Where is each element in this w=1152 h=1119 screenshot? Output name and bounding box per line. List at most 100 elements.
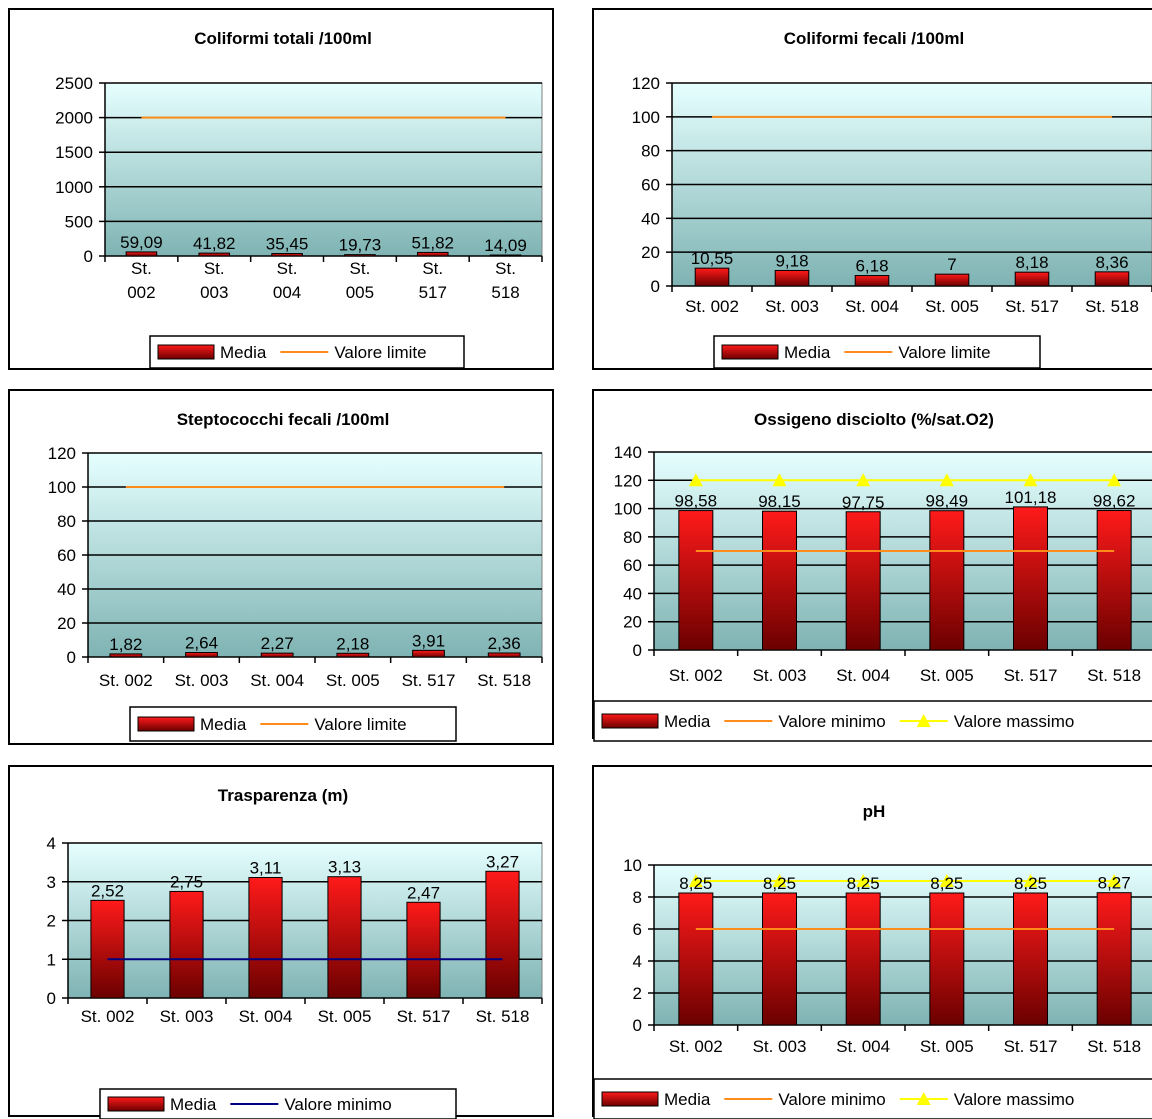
bar-media: [109, 653, 143, 658]
bar-media: [248, 876, 283, 999]
data-label: 6,18: [855, 257, 888, 276]
y-tick-label: 0: [84, 247, 93, 266]
marker-valore-massimo: [939, 874, 954, 887]
chart-ph: pH 0 2 4 6 8 10 8,25 8,25 8,25 8,25 8,25 8,27 St. 002…: [593, 802, 1152, 1119]
x-tick-label: St. 517: [397, 1007, 451, 1026]
bar-media: [1096, 892, 1132, 1026]
x-tick-label: St. 518: [1087, 1037, 1141, 1056]
plot-area: [104, 82, 543, 257]
x-tick-label: St. 003: [200, 259, 228, 302]
x-tick-label: St. 517: [1005, 297, 1059, 316]
y-tick-label: 0: [633, 641, 642, 660]
bar-media: [489, 254, 522, 257]
bar-media: [485, 870, 520, 999]
x-tick-label: St. 004: [239, 1007, 293, 1026]
data-label: 2,64: [185, 634, 218, 653]
legend-label: Valore minimo: [284, 1095, 391, 1114]
legend-swatch-media: [137, 716, 195, 732]
data-label: 98,15: [758, 492, 801, 511]
data-label: 59,09: [120, 233, 163, 252]
y-tick-label: 1: [47, 950, 56, 969]
data-label: 101,18: [1005, 488, 1057, 507]
marker-valore-massimo: [856, 874, 871, 887]
data-label: 8,25: [1014, 874, 1047, 893]
bar-media: [260, 652, 294, 658]
y-tick-label: 60: [57, 546, 76, 565]
y-tick-label: 20: [57, 614, 76, 633]
data-label: 98,62: [1093, 492, 1136, 511]
data-label: 2,36: [488, 634, 521, 653]
legend-label: Valore minimo: [778, 1090, 885, 1109]
chart-panel-coliformi-totali: Coliformi totali /100ml 0 500 1000 1500 2000 2…: [8, 8, 554, 370]
legend-box: [593, 700, 1152, 742]
x-tick-label: St. 004: [845, 297, 899, 316]
data-label: 19,73: [339, 236, 382, 255]
legend-swatch-media: [601, 713, 659, 729]
chart-title: Ossigeno disciolto (%/sat.O2): [754, 410, 994, 429]
y-tick-label: 80: [57, 512, 76, 531]
bar-media: [90, 899, 125, 999]
legend-label: Media: [664, 712, 711, 731]
data-label: 1,82: [109, 635, 142, 654]
legend-box: [593, 1078, 1152, 1119]
data-label: 3,11: [250, 858, 282, 877]
bar-media: [678, 510, 714, 651]
data-label: 2,47: [407, 883, 440, 902]
x-tick-label: St. 518: [1085, 297, 1139, 316]
x-tick-label: St. 003: [160, 1007, 214, 1026]
bar-media: [125, 251, 158, 257]
data-label: 7: [947, 255, 956, 274]
marker-valore-massimo: [939, 473, 954, 487]
marker-valore-massimo: [1107, 874, 1122, 887]
y-tick-label: 6: [633, 920, 642, 939]
bar-media: [929, 510, 965, 651]
y-tick-label: 2500: [55, 74, 93, 93]
marker-valore-massimo: [1023, 874, 1038, 887]
x-tick-label: St. 518: [477, 671, 531, 690]
legend-label: Valore limite: [898, 343, 990, 362]
x-tick-label: St. 002: [685, 297, 739, 316]
data-label: 98,49: [926, 492, 969, 511]
x-tick-label: St. 518: [476, 1007, 530, 1026]
x-tick-label: St. 002: [99, 671, 153, 690]
data-label: 2,27: [261, 634, 294, 653]
chart-title: Steptococchi fecali /100ml: [177, 410, 390, 429]
x-tick-label: St. 002: [127, 259, 155, 302]
data-label: 8,18: [1015, 253, 1048, 272]
legend-label: Media: [784, 343, 831, 362]
data-label: 2,52: [91, 881, 124, 900]
legend-label: Valore limite: [334, 343, 426, 362]
data-label: 3,91: [412, 631, 445, 650]
bar-media: [929, 892, 965, 1026]
y-tick-label: 1000: [55, 178, 93, 197]
data-label: 3,13: [328, 858, 361, 877]
x-tick-label: St. 002: [81, 1007, 135, 1026]
data-label: 41,82: [193, 234, 236, 253]
data-label: 8,25: [930, 874, 963, 893]
chart-coliformi-totali: Coliformi totali /100ml 0 500 1000 1500 2000 2…: [55, 29, 543, 369]
x-tick-label: St. 005: [318, 1007, 372, 1026]
chart-trasparenza: Trasparenza (m) 0 1 2 3 4 2,52 2,75 3,11 3,13 2,47…: [47, 786, 543, 1119]
bar-media: [762, 892, 797, 1026]
chart-title: pH: [863, 802, 886, 821]
legend-label: Valore limite: [314, 715, 406, 734]
bar-media: [416, 251, 449, 257]
bar-media: [774, 269, 810, 287]
y-tick-label: 2000: [55, 109, 93, 128]
legend-swatch-media: [601, 1091, 659, 1107]
x-tick-label: St. 518: [491, 259, 519, 302]
y-tick-label: 10: [623, 856, 642, 875]
x-tick-label: St. 003: [765, 297, 819, 316]
y-tick-label: 8: [633, 888, 642, 907]
bar-media: [487, 652, 521, 658]
data-label: 2,75: [170, 872, 203, 891]
legend-label: Media: [664, 1090, 711, 1109]
bar-media: [845, 892, 881, 1026]
bar-media: [845, 511, 881, 651]
y-tick-label: 100: [632, 108, 660, 127]
y-tick-label: 3: [47, 873, 56, 892]
data-label: 3,27: [486, 852, 519, 871]
x-tick-label: St. 517: [1004, 666, 1058, 685]
marker-valore-massimo: [1023, 473, 1038, 487]
bar-media: [406, 901, 441, 999]
